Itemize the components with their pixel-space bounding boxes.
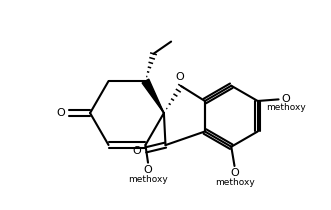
Text: O: O (281, 94, 290, 104)
Text: O: O (144, 165, 152, 175)
Text: methoxy: methoxy (266, 103, 306, 112)
Text: O: O (230, 168, 239, 178)
Polygon shape (142, 79, 164, 113)
Text: O: O (175, 72, 184, 82)
Text: methoxy: methoxy (214, 178, 255, 187)
Text: O: O (132, 146, 141, 156)
Text: methoxy: methoxy (128, 175, 168, 184)
Text: O: O (56, 108, 65, 118)
